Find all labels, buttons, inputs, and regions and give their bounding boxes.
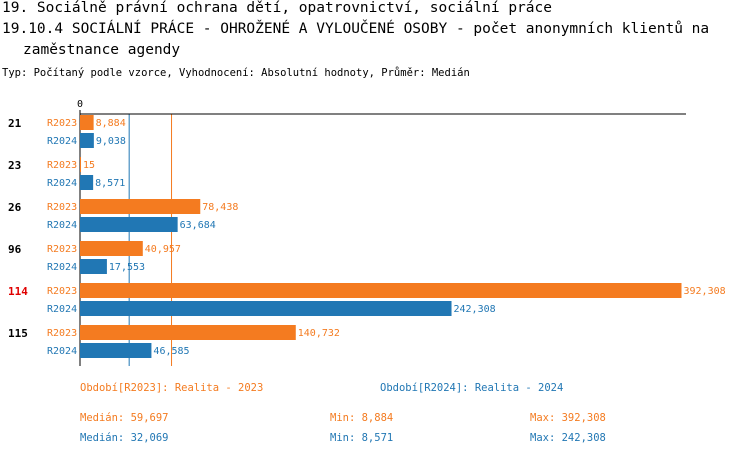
bar-r2023-96 — [80, 241, 143, 256]
category-label: 21 — [8, 117, 22, 130]
data-label: 15 — [83, 160, 95, 171]
series-label: R2024 — [47, 346, 77, 357]
bar-r2024-115 — [80, 343, 152, 358]
max-r2024: Max: 242,308 — [530, 432, 606, 444]
category-label: 23 — [8, 159, 21, 172]
chart-title-line2: 19.10.4 SOCIÁLNÍ PRÁCE - OHROŽENÉ A VYLO… — [2, 21, 710, 37]
data-label: 8,571 — [95, 178, 125, 189]
axis-zero-label: 0 — [77, 99, 83, 110]
max-r2023: Max: 392,308 — [530, 412, 606, 424]
series-label: R2024 — [47, 136, 77, 147]
category-label: 96 — [8, 243, 22, 256]
data-label: 78,438 — [202, 202, 238, 213]
series-label: R2023 — [47, 202, 77, 213]
series-label: R2024 — [47, 220, 77, 231]
bar-r2024-26 — [80, 217, 178, 232]
series-label: R2024 — [47, 262, 77, 273]
chart-title-line1: 19. Sociálně právní ochrana dětí, opatro… — [2, 0, 552, 16]
series-label: R2024 — [47, 178, 77, 189]
data-label: 8,884 — [96, 118, 126, 129]
bar-r2024-114 — [80, 301, 452, 316]
data-label: 9,038 — [96, 136, 126, 147]
series-label: R2023 — [47, 160, 77, 171]
min-r2023: Min: 8,884 — [330, 412, 394, 424]
category-label: 26 — [8, 201, 22, 214]
series-label: R2023 — [47, 286, 77, 297]
legend-r2024: Období[R2024]: Realita - 2024 — [380, 382, 564, 394]
data-label: 46,585 — [153, 346, 189, 357]
median-r2023: Medián: 59,697 — [80, 412, 169, 424]
data-label: 242,308 — [454, 304, 496, 315]
data-label: 63,684 — [180, 220, 216, 231]
chart-subtitle: Typ: Počítaný podle vzorce, Vyhodnocení:… — [2, 67, 470, 79]
series-label: R2023 — [47, 118, 77, 129]
bar-r2024-21 — [80, 133, 94, 148]
median-r2024: Medián: 32,069 — [80, 432, 169, 444]
bar-r2023-26 — [80, 199, 201, 214]
legend-r2023: Období[R2023]: Realita - 2023 — [80, 382, 264, 394]
data-label: 140,732 — [298, 328, 340, 339]
bar-r2023-114 — [80, 283, 682, 298]
bar-r2024-23 — [80, 175, 94, 190]
data-label: 392,308 — [684, 286, 726, 297]
data-label: 17,553 — [109, 262, 145, 273]
data-label: 40,957 — [145, 244, 181, 255]
series-label: R2024 — [47, 304, 77, 315]
category-label: 115 — [8, 327, 28, 340]
bar-r2024-96 — [80, 259, 107, 274]
series-label: R2023 — [47, 328, 77, 339]
min-r2024: Min: 8,571 — [330, 432, 394, 444]
series-label: R2023 — [47, 244, 77, 255]
category-label: 114 — [8, 285, 28, 298]
chart-title-line3: zaměstnance agendy — [23, 42, 181, 58]
bar-r2023-23 — [80, 157, 81, 172]
bar-r2023-21 — [80, 115, 94, 130]
bar-r2023-115 — [80, 325, 296, 340]
